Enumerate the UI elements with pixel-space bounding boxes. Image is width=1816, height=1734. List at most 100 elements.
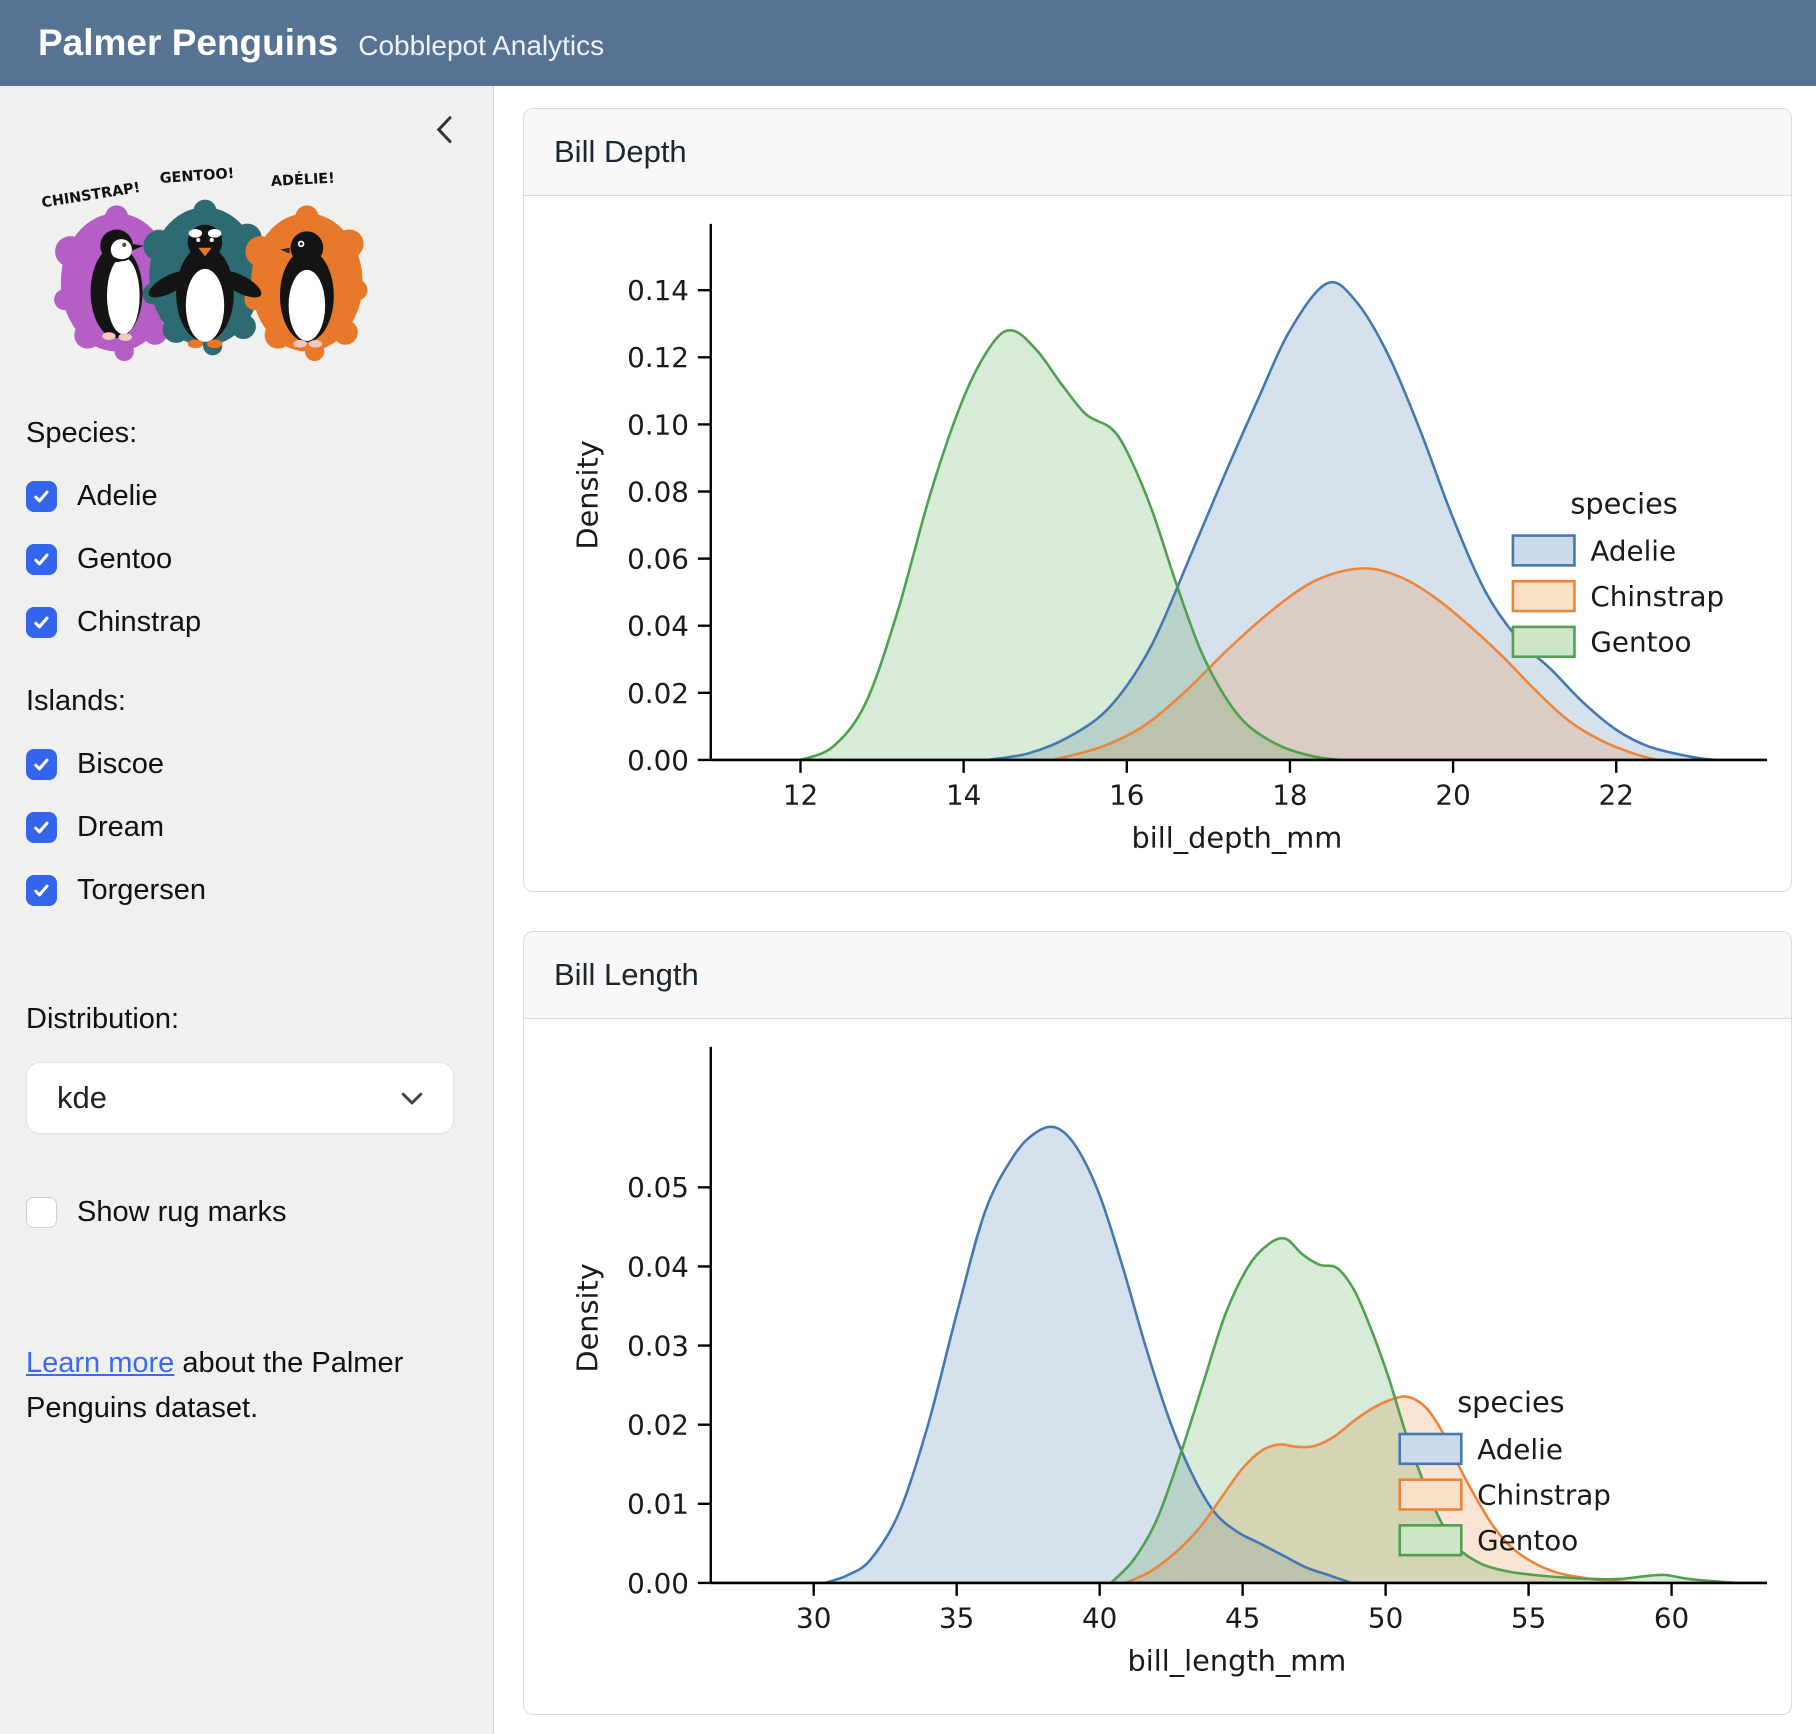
- sidebar-collapse-button[interactable]: [427, 110, 463, 150]
- islands-item-checkbox-torgersen[interactable]: [26, 875, 57, 906]
- y-axis-label: Density: [571, 440, 605, 549]
- svg-text:22: 22: [1599, 779, 1634, 812]
- svg-text:30: 30: [796, 1602, 831, 1635]
- distribution-select-value: kde: [57, 1080, 107, 1116]
- svg-text:35: 35: [939, 1602, 974, 1635]
- islands-checkbox-list: Biscoe Dream Torgersen: [26, 748, 459, 907]
- x-axis-label: bill_depth_mm: [1132, 820, 1343, 854]
- check-icon: [32, 881, 51, 900]
- check-icon: [32, 755, 51, 774]
- species-checkbox-list: Adelie Gentoo Chinstrap: [26, 480, 459, 639]
- chevron-down-icon: [397, 1083, 427, 1113]
- svg-text:14: 14: [946, 779, 981, 812]
- species-item-checkbox-adelie[interactable]: [26, 481, 57, 512]
- species-item-chinstrap[interactable]: Chinstrap: [26, 606, 459, 639]
- check-icon: [32, 550, 51, 569]
- svg-text:0.03: 0.03: [627, 1330, 689, 1363]
- x-axis-label: bill_length_mm: [1128, 1643, 1347, 1677]
- legend-swatch-adelie: [1513, 536, 1575, 566]
- islands-item-torgersen[interactable]: Torgersen: [26, 874, 459, 907]
- legend-label-chinstrap: Chinstrap: [1477, 1479, 1611, 1512]
- species-item-checkbox-chinstrap[interactable]: [26, 607, 57, 638]
- kde-plot-bill_length_mm: 0.000.010.020.030.040.0530354045505560bi…: [542, 1027, 1773, 1702]
- svg-text:50: 50: [1368, 1602, 1403, 1635]
- legend-label-adelie: Adelie: [1590, 534, 1676, 567]
- penguin-artwork: CHINSTRAP! GENTOO! ADÉLIE!: [32, 140, 459, 371]
- legend-title: species: [1457, 1385, 1564, 1419]
- svg-text:0.06: 0.06: [627, 543, 689, 576]
- islands-group-label: Islands:: [26, 685, 459, 718]
- svg-text:18: 18: [1272, 779, 1307, 812]
- species-item-checkbox-gentoo[interactable]: [26, 544, 57, 575]
- svg-text:0.10: 0.10: [627, 408, 689, 441]
- app-title: Palmer Penguins: [38, 0, 338, 86]
- rug-checkbox[interactable]: [26, 1197, 57, 1228]
- app-header: Palmer Penguins Cobblepot Analytics: [0, 0, 1816, 86]
- svg-text:0.00: 0.00: [627, 744, 689, 777]
- species-item-adelie[interactable]: Adelie: [26, 480, 459, 513]
- svg-text:0.04: 0.04: [627, 1250, 689, 1283]
- islands-item-checkbox-dream[interactable]: [26, 812, 57, 843]
- distribution-select[interactable]: kde: [26, 1062, 454, 1134]
- species-item-label-chinstrap: Chinstrap: [77, 606, 201, 639]
- svg-text:20: 20: [1435, 779, 1470, 812]
- sidebar: CHINSTRAP! GENTOO! ADÉLIE! Species: Adelie…: [0, 86, 494, 1734]
- islands-item-label-torgersen: Torgersen: [77, 874, 206, 907]
- svg-text:GENTOO!: GENTOO!: [159, 166, 235, 187]
- svg-text:55: 55: [1511, 1602, 1546, 1635]
- islands-item-dream[interactable]: Dream: [26, 811, 459, 844]
- islands-item-biscoe[interactable]: Biscoe: [26, 748, 459, 781]
- bill-depth-card: Bill Depth 0.000.020.040.060.080.100.120…: [523, 108, 1792, 892]
- bill-length-card-title: Bill Length: [524, 932, 1791, 1019]
- y-axis-label: Density: [571, 1263, 605, 1372]
- bill-length-chart: 0.000.010.020.030.040.0530354045505560bi…: [524, 1019, 1791, 1714]
- islands-item-label-biscoe: Biscoe: [77, 748, 164, 781]
- svg-text:ADÉLIE!: ADÉLIE!: [270, 169, 335, 190]
- bill-length-card: Bill Length 0.000.010.020.030.040.053035…: [523, 931, 1792, 1715]
- legend-label-chinstrap: Chinstrap: [1590, 580, 1724, 613]
- svg-text:0.02: 0.02: [627, 677, 689, 710]
- svg-text:0.08: 0.08: [627, 475, 689, 508]
- main-layout: CHINSTRAP! GENTOO! ADÉLIE! Species: Adelie…: [0, 86, 1816, 1734]
- app: Palmer Penguins Cobblepot Analytics CHIN…: [0, 0, 1816, 1734]
- legend-swatch-chinstrap: [1400, 1480, 1462, 1510]
- species-item-label-adelie: Adelie: [77, 480, 158, 513]
- svg-text:CHINSTRAP!: CHINSTRAP!: [41, 180, 142, 211]
- check-icon: [32, 818, 51, 837]
- rug-checkbox-label: Show rug marks: [77, 1196, 287, 1229]
- kde-plot-bill_depth_mm: 0.00 0.02 0.04 0.06 0.08 0.10 0.12 0.14 12 14 16 18…: [542, 204, 1773, 879]
- legend-title: species: [1570, 487, 1677, 521]
- species-item-gentoo[interactable]: Gentoo: [26, 543, 459, 576]
- check-icon: [32, 613, 51, 632]
- svg-text:60: 60: [1654, 1602, 1689, 1635]
- learn-more-text: Learn more about the Palmer Penguins dat…: [26, 1341, 446, 1431]
- legend-label-adelie: Adelie: [1477, 1433, 1563, 1466]
- svg-text:0.12: 0.12: [627, 341, 689, 374]
- main-content: Bill Depth 0.000.020.040.060.080.100.120…: [494, 86, 1816, 1734]
- rug-checkbox-row[interactable]: Show rug marks: [26, 1196, 459, 1229]
- species-item-label-gentoo: Gentoo: [77, 543, 172, 576]
- islands-item-checkbox-biscoe[interactable]: [26, 749, 57, 780]
- chevron-left-icon: [430, 112, 460, 146]
- distribution-label: Distribution:: [26, 1003, 459, 1036]
- legend-swatch-chinstrap: [1513, 581, 1575, 611]
- svg-text:0.00: 0.00: [627, 1567, 689, 1600]
- bill-depth-card-title: Bill Depth: [524, 109, 1791, 196]
- legend-swatch-gentoo: [1513, 627, 1575, 657]
- svg-text:40: 40: [1082, 1602, 1117, 1635]
- svg-text:45: 45: [1225, 1602, 1260, 1635]
- learn-more-link[interactable]: Learn more: [26, 1347, 174, 1379]
- legend-label-gentoo: Gentoo: [1477, 1524, 1578, 1557]
- legend-swatch-adelie: [1400, 1434, 1462, 1464]
- svg-text:0.05: 0.05: [627, 1171, 689, 1204]
- app-subtitle: Cobblepot Analytics: [358, 30, 604, 62]
- svg-text:0.02: 0.02: [627, 1409, 689, 1442]
- legend-swatch-gentoo: [1400, 1525, 1462, 1555]
- svg-text:12: 12: [783, 779, 818, 812]
- species-group-label: Species:: [26, 417, 459, 450]
- svg-text:0.04: 0.04: [627, 610, 689, 643]
- bill-depth-chart: 0.00 0.02 0.04 0.06 0.08 0.10 0.12 0.14 12 14 16 18…: [524, 196, 1791, 891]
- check-icon: [32, 487, 51, 506]
- svg-text:0.14: 0.14: [627, 274, 689, 307]
- svg-text:16: 16: [1109, 779, 1144, 812]
